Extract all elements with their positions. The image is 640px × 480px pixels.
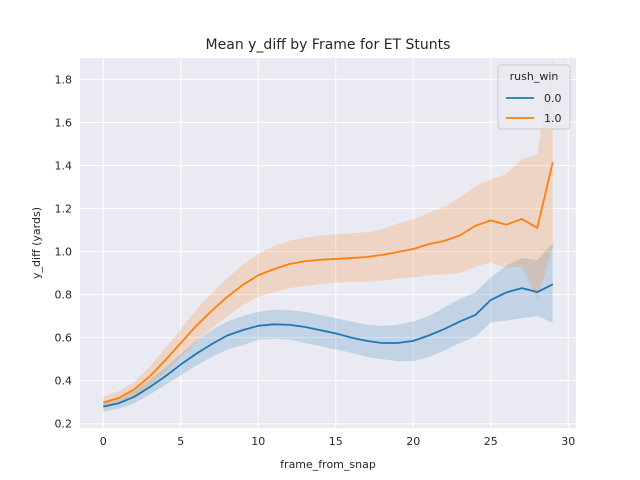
series-line-0 xyxy=(103,283,554,408)
y-tick-label: 1.0 xyxy=(55,246,73,259)
confidence-bands xyxy=(103,58,553,412)
plot-area xyxy=(80,58,576,428)
confidence-band-0 xyxy=(103,243,553,412)
legend-label-0: 0.0 xyxy=(544,92,562,105)
x-tick-label: 25 xyxy=(484,435,498,448)
tick-labels: 0 5 10 15 20 25 30 0.2 0.4 0.6 0.8 1.0 1.2 1.4 1.6 1.8 xyxy=(55,74,576,448)
x-tick-label: 5 xyxy=(177,435,184,448)
grid xyxy=(80,58,576,428)
x-axis-label: frame_from_snap xyxy=(280,458,376,471)
y-tick-label: 0.4 xyxy=(55,375,73,388)
legend-label-1: 1.0 xyxy=(544,112,562,125)
y-tick-label: 1.8 xyxy=(55,74,73,87)
x-tick-label: 15 xyxy=(329,435,343,448)
y-tick-label: 0.6 xyxy=(55,332,73,345)
x-tick-label: 20 xyxy=(406,435,420,448)
y-tick-label: 1.6 xyxy=(55,117,73,130)
x-tick-label: 0 xyxy=(100,435,107,448)
y-tick-label: 1.2 xyxy=(55,203,73,216)
series-line-1 xyxy=(102,162,554,404)
y-tick-label: 1.4 xyxy=(55,160,73,173)
series-lines xyxy=(102,162,554,408)
x-tick-label: 30 xyxy=(561,435,575,448)
y-tick-label: 0.2 xyxy=(55,418,73,431)
legend-box xyxy=(497,64,571,130)
y-axis-label: y_diff (yards) xyxy=(30,207,43,279)
x-tick-label: 10 xyxy=(251,435,265,448)
legend-title: rush_win xyxy=(510,70,559,83)
legend-items: 0.0 1.0 xyxy=(506,92,562,125)
legend: rush_win 0.0 1.0 xyxy=(497,64,571,130)
y-tick-label: 0.8 xyxy=(55,289,73,302)
confidence-band-1 xyxy=(103,58,553,409)
chart-title: Mean y_diff by Frame for ET Stunts xyxy=(206,37,451,53)
